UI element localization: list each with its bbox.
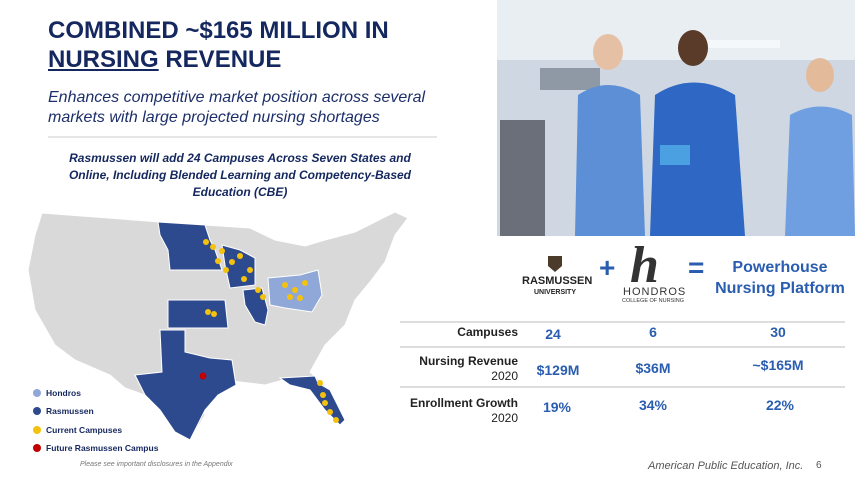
- title-emphasis: NURSING: [48, 46, 159, 73]
- logo-text: COLLEGE OF NURSING: [622, 298, 685, 304]
- row-label: Nursing Revenue: [419, 354, 518, 368]
- legend-label: Hondros: [46, 388, 81, 398]
- logo-text: RASMUSSEN: [522, 275, 593, 287]
- row-year: 2020: [491, 369, 518, 383]
- row-label: Enrollment Growth: [410, 396, 518, 410]
- title-line: REVENUE: [165, 46, 282, 73]
- cell: $36M: [635, 360, 671, 376]
- cell: $129M: [536, 362, 580, 378]
- legend-label: Rasmussen: [46, 406, 94, 416]
- cell: 6: [649, 324, 657, 340]
- footer-company: American Public Education, Inc.: [648, 460, 804, 472]
- plus: +: [599, 252, 616, 283]
- title: COMBINED ~$165 MILLION IN NURSING REVENUE: [48, 16, 389, 74]
- row-label: Campuses: [457, 325, 518, 339]
- title-line: COMBINED ~$165 MILLION IN: [48, 17, 389, 44]
- us-map: [27, 211, 409, 441]
- legend-label: Future Rasmussen Campus: [46, 443, 159, 453]
- cell: ~$165M: [752, 357, 804, 373]
- cell: 24: [545, 326, 561, 342]
- subtitle: Enhances competitive market position acr…: [48, 89, 426, 126]
- page-number: 6: [816, 460, 822, 471]
- map-caption: Rasmussen will add 24 Campuses Across Se…: [68, 151, 412, 199]
- cell: 22%: [765, 397, 795, 413]
- disclaimer: Please see important disclosures in the …: [80, 461, 233, 468]
- legend-markers: [33, 389, 41, 452]
- logo-text: HONDROS: [623, 286, 687, 298]
- logo-mark: h: [630, 237, 659, 294]
- cell: 30: [770, 324, 786, 340]
- table-rules: [400, 321, 845, 388]
- result-text: Powerhouse Nursing Platform: [715, 259, 845, 297]
- equals: =: [688, 252, 705, 283]
- photo: [497, 0, 855, 236]
- cell: 34%: [638, 397, 668, 413]
- cell: 19%: [542, 399, 572, 415]
- legend-label: Current Campuses: [46, 425, 123, 435]
- logo-text: UNIVERSITY: [534, 289, 577, 296]
- rasmussen-shield: [548, 256, 562, 272]
- row-year: 2020: [491, 411, 518, 425]
